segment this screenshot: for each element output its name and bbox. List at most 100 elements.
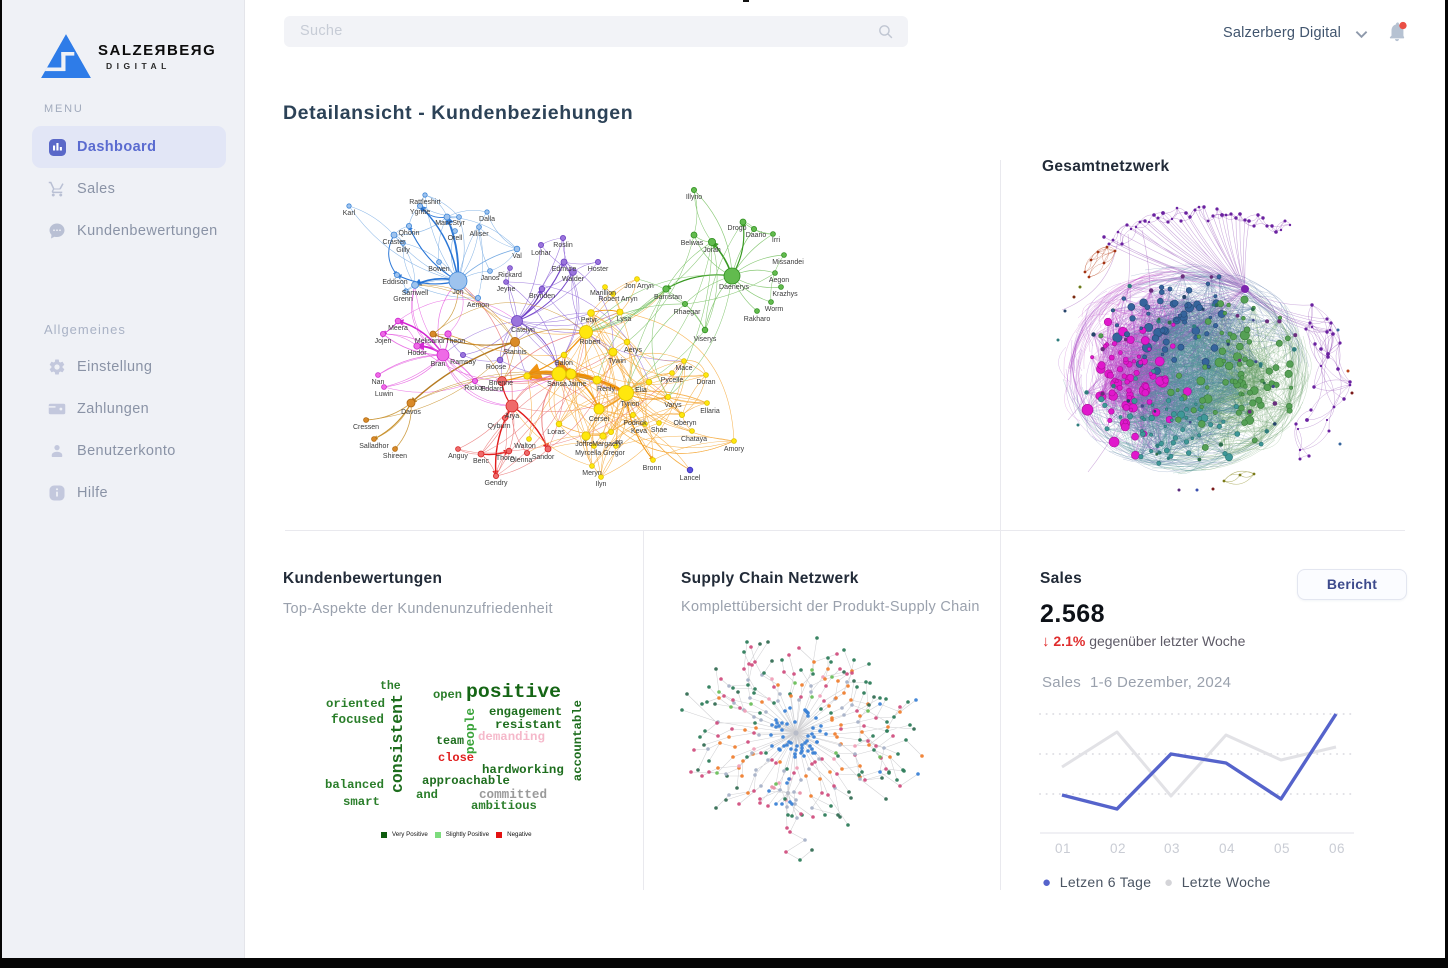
svg-text:Thoro: Thoro	[496, 455, 514, 462]
svg-text:Shae: Shae	[651, 427, 667, 434]
svg-text:Barristan: Barristan	[654, 294, 682, 301]
svg-text:Lothar: Lothar	[531, 250, 552, 257]
svg-text:Robert Arryn: Robert Arryn	[598, 296, 637, 303]
svg-text:Anguy: Anguy	[448, 453, 468, 460]
svg-text:Marillion: Marillion	[590, 290, 616, 297]
svg-text:Ramsay: Ramsay	[450, 359, 476, 366]
svg-text:Janos: Janos	[481, 275, 500, 282]
svg-text:Belwas: Belwas	[681, 240, 704, 247]
svg-text:Aegon: Aegon	[769, 277, 789, 284]
svg-text:Stannis: Stannis	[503, 349, 527, 356]
svg-text:Elia: Elia	[635, 387, 647, 394]
svg-text:Ilyn: Ilyn	[596, 481, 607, 488]
svg-text:Orell: Orell	[448, 235, 463, 242]
svg-text:Roose: Roose	[486, 364, 506, 371]
svg-text:Roslin: Roslin	[553, 242, 573, 249]
svg-text:Shireen: Shireen	[383, 453, 407, 460]
svg-text:Aerys: Aerys	[624, 347, 642, 354]
svg-text:Dalla: Dalla	[479, 216, 495, 223]
svg-text:Davos: Davos	[401, 409, 421, 416]
svg-text:Ygritte: Ygritte	[410, 209, 430, 216]
svg-text:Varys: Varys	[664, 402, 682, 409]
svg-text:Cersei: Cersei	[589, 416, 610, 423]
svg-text:Chataya: Chataya	[681, 436, 707, 443]
svg-text:Beric: Beric	[473, 458, 489, 465]
svg-text:Nan: Nan	[372, 379, 385, 386]
svg-text:Rhaegar: Rhaegar	[674, 309, 702, 316]
svg-text:Craster: Craster	[383, 239, 407, 246]
svg-text:Meryn: Meryn	[582, 470, 602, 477]
svg-text:Jaime: Jaime	[568, 381, 587, 388]
svg-text:Tywin: Tywin	[608, 358, 626, 365]
svg-text:Samwell: Samwell	[402, 290, 429, 297]
svg-text:Eddison: Eddison	[382, 279, 407, 286]
svg-text:Robert: Robert	[579, 339, 600, 346]
svg-text:Hoster: Hoster	[588, 266, 609, 273]
svg-text:Jeyne: Jeyne	[497, 286, 516, 293]
svg-text:Myrcella Gregor: Myrcella Gregor	[575, 450, 625, 457]
svg-text:Amory: Amory	[724, 446, 745, 453]
svg-text:Loras: Loras	[547, 429, 565, 436]
svg-text:Qhorin: Qhorin	[398, 230, 419, 237]
svg-text:Luwin: Luwin	[375, 391, 393, 398]
svg-text:Renly: Renly	[597, 386, 615, 393]
svg-text:Sandor: Sandor	[532, 454, 555, 461]
svg-text:Olenna: Olenna	[510, 457, 533, 464]
svg-text:Walder: Walder	[562, 276, 585, 283]
svg-text:Balon: Balon	[555, 360, 573, 367]
svg-text:Jorah: Jorah	[703, 247, 721, 254]
svg-text:Sansa: Sansa	[547, 381, 567, 388]
svg-text:Walton: Walton	[514, 443, 536, 450]
svg-text:Jojen: Jojen	[375, 338, 392, 345]
svg-text:Worm: Worm	[765, 306, 784, 313]
svg-text:Daenerys: Daenerys	[719, 284, 749, 291]
svg-text:Meera: Meera	[388, 325, 408, 332]
svg-text:Mace: Mace	[675, 365, 692, 372]
svg-text:Lysa: Lysa	[617, 316, 632, 323]
svg-text:Missandei: Missandei	[772, 259, 804, 266]
svg-text:Lancel: Lancel	[680, 475, 701, 482]
svg-text:Bronn: Bronn	[643, 465, 662, 472]
svg-text:Brynden: Brynden	[529, 293, 555, 300]
svg-text:Jon: Jon	[452, 289, 463, 296]
svg-text:Gendry: Gendry	[485, 480, 508, 487]
svg-text:Aemon: Aemon	[467, 302, 489, 309]
svg-text:MelisandrTheon: MelisandrTheon	[415, 338, 465, 345]
svg-text:Pycelle: Pycelle	[661, 377, 684, 384]
svg-text:Illyrio: Illyrio	[686, 194, 702, 201]
svg-text:Keva: Keva	[631, 428, 647, 435]
svg-text:Cressen: Cressen	[353, 424, 379, 431]
svg-text:Rickon: Rickon	[464, 385, 486, 392]
svg-text:Ellaria: Ellaria	[700, 408, 720, 415]
svg-text:Alliser: Alliser	[469, 231, 489, 238]
svg-text:Drogo: Drogo	[727, 225, 746, 232]
svg-text:Karl: Karl	[343, 210, 356, 217]
svg-text:Bran: Bran	[431, 361, 446, 368]
svg-text:Rakharo: Rakharo	[744, 316, 771, 323]
svg-text:Petyr: Petyr	[581, 317, 598, 324]
svg-text:Oberyn: Oberyn	[674, 420, 697, 427]
svg-text:Brienne: Brienne	[489, 380, 513, 387]
svg-text:Salladhor: Salladhor	[359, 443, 389, 450]
svg-text:Margaery: Margaery	[592, 441, 622, 448]
svg-text:Irri: Irri	[772, 237, 781, 244]
svg-text:MancStyr: MancStyr	[435, 220, 465, 227]
svg-text:en: en	[615, 439, 623, 446]
svg-text:Rattleshirt: Rattleshirt	[409, 199, 441, 206]
svg-text:Doran: Doran	[696, 379, 715, 386]
svg-text:Viserys: Viserys	[694, 336, 717, 343]
svg-text:Tyrion: Tyrion	[620, 401, 639, 408]
svg-text:Rickard: Rickard	[498, 272, 522, 279]
svg-text:Krazhys: Krazhys	[772, 291, 798, 298]
svg-text:Gilly: Gilly	[396, 247, 410, 254]
svg-text:Qyburn: Qyburn	[488, 423, 511, 430]
svg-text:Hodor: Hodor	[407, 350, 427, 357]
svg-text:Daario: Daario	[746, 232, 767, 239]
svg-text:Edmure: Edmure	[552, 266, 577, 273]
svg-text:Grenn: Grenn	[393, 296, 413, 303]
svg-text:Eddard: Eddard	[481, 386, 504, 393]
svg-text:Jon Arryn: Jon Arryn	[624, 283, 654, 290]
svg-text:Joffre: Joffre	[575, 441, 592, 448]
svg-text:Podrick: Podrick	[623, 420, 647, 427]
svg-text:Val: Val	[512, 253, 522, 260]
